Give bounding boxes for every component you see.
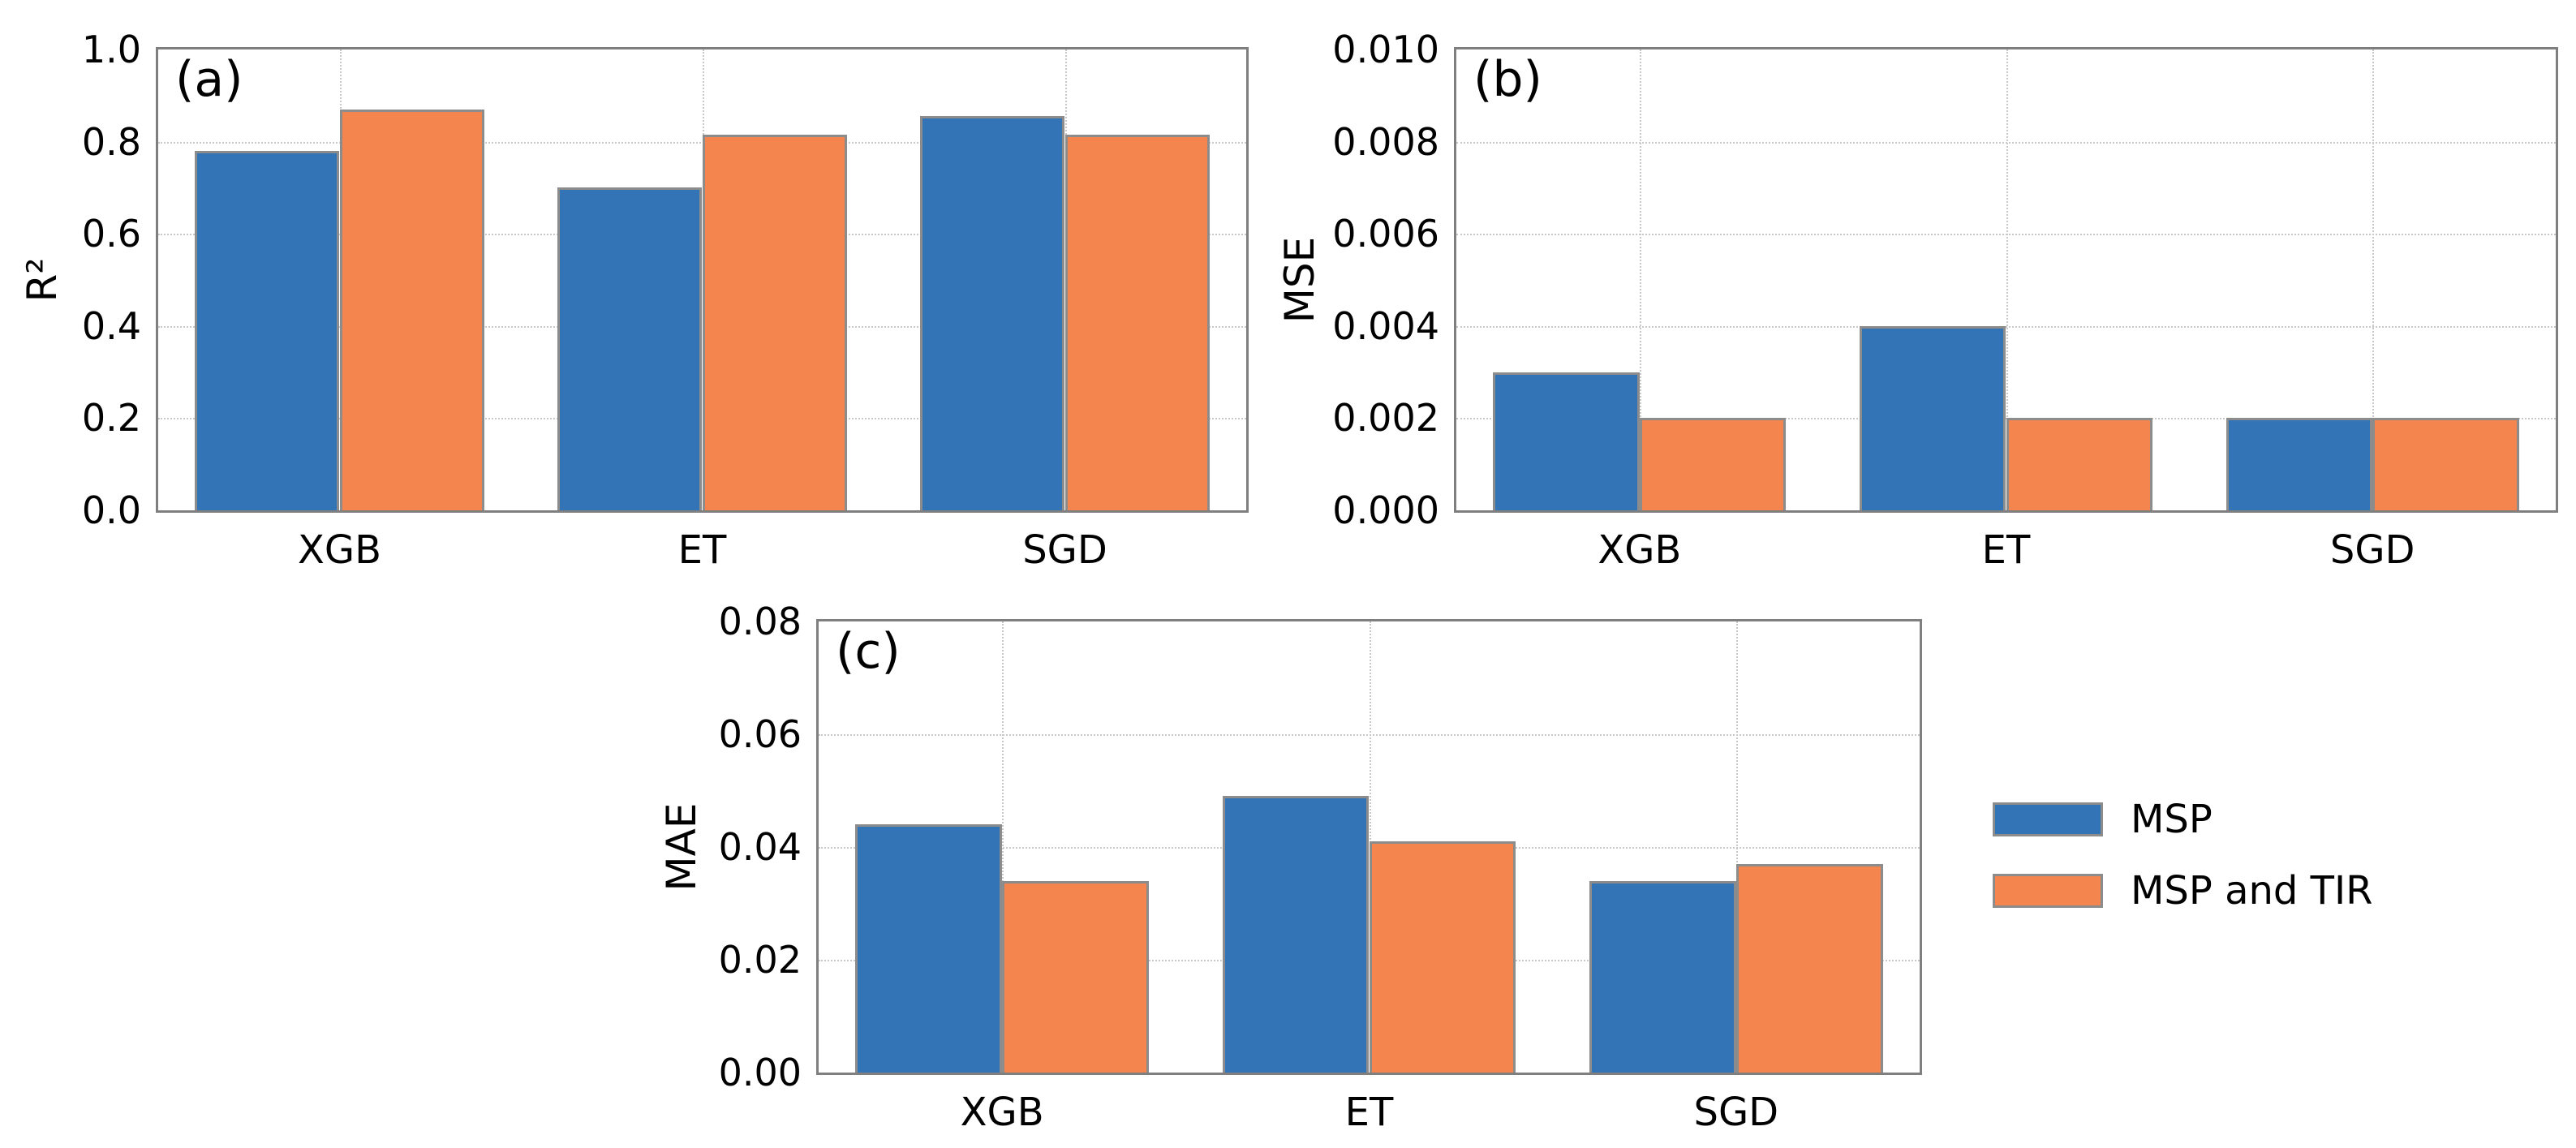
axes-area: [1454, 47, 2558, 513]
y-tick-label: 0.08: [718, 600, 802, 643]
x-tick-label: SGD: [1693, 1090, 1779, 1135]
bar-msp-and-tir-sgd: [1735, 863, 1883, 1073]
y-tick-label: 0.4: [81, 303, 141, 348]
panel-b: MSE (b) 0.000 0.002 0.004 0.006 0.008 0.010 XG…: [1276, 31, 2558, 570]
bar-msp-and-tir-xgb: [1639, 418, 1787, 510]
bar-msp-xgb: [194, 150, 340, 510]
x-tick-label: XGB: [1598, 527, 1682, 573]
y-tick-label: 0.0: [81, 488, 141, 532]
y-tick-label: 0.06: [718, 712, 802, 756]
y-axis-label: MAE: [658, 802, 705, 892]
gridline-vertical: [1002, 621, 1004, 1073]
bar-msp-and-tir-et: [1369, 841, 1516, 1073]
y-tick-label: 0.010: [1332, 28, 1439, 71]
y-tick-label: 1.0: [81, 28, 141, 71]
panel-c: MAE (c) 0.00 0.02 0.04 0.06 0.08 XGB ET SGD: [658, 603, 1922, 1132]
y-tick-label: 0.00: [718, 1051, 802, 1094]
y-axis-label: R²: [19, 257, 66, 303]
bar-msp-and-tir-xgb: [1002, 880, 1150, 1073]
panel-letter: (c): [836, 623, 901, 680]
x-tick-label: XGB: [297, 527, 382, 573]
panel-a: R² (a) 0.0 0.2 0.4 0.6 0.8 1.0 XGB ET SGD: [19, 31, 1249, 570]
legend-item-msp: MSP: [1993, 797, 2372, 842]
bar-msp-et: [1859, 325, 2006, 510]
bar-msp-and-tir-et: [702, 135, 848, 510]
y-tick-label: 0.8: [81, 119, 141, 164]
y-tick-label: 0.004: [1332, 303, 1439, 348]
bar-msp-sgd: [1589, 880, 1736, 1073]
x-tick-label: XGB: [960, 1090, 1044, 1135]
panel-letter: (b): [1473, 51, 1542, 108]
axes-area: [156, 47, 1249, 513]
y-tick-label: 0.002: [1332, 396, 1439, 441]
legend-swatch-msp: [1993, 802, 2103, 836]
x-tick-label: ET: [1981, 527, 2031, 573]
plot-area: [819, 621, 1920, 1073]
gridline-vertical: [1639, 49, 1641, 510]
bar-msp-et: [1222, 796, 1370, 1073]
x-tick-label: SGD: [1022, 527, 1107, 573]
legend-label-msp-and-tir: MSP and TIR: [2131, 868, 2373, 914]
x-tick-label: SGD: [2329, 527, 2415, 573]
bar-msp-and-tir-sgd: [1064, 135, 1211, 510]
gridline-vertical: [1735, 621, 1738, 1073]
x-tick-label: ET: [677, 527, 727, 573]
panel-letter: (a): [175, 51, 243, 108]
legend-label-msp: MSP: [2131, 797, 2213, 842]
y-tick-label: 0.6: [81, 212, 141, 256]
y-axis-label: MSE: [1276, 236, 1323, 324]
x-tick-label: ET: [1344, 1090, 1394, 1135]
bar-msp-sgd: [2226, 418, 2373, 510]
y-tick-label: 0.2: [81, 396, 141, 441]
bar-msp-et: [557, 187, 703, 510]
bar-msp-and-tir-sgd: [2372, 418, 2519, 510]
y-tick-label: 0.008: [1332, 119, 1439, 164]
plot-area: [158, 49, 1246, 510]
y-tick-label: 0.04: [718, 825, 802, 869]
bar-msp-and-tir-xgb: [339, 109, 485, 510]
legend: MSP MSP and TIR: [1993, 797, 2372, 939]
bar-msp-and-tir-et: [2006, 418, 2153, 510]
bar-msp-xgb: [1493, 372, 1640, 510]
y-tick-label: 0.02: [718, 938, 802, 982]
bar-msp-sgd: [919, 116, 1065, 510]
axes-area: [816, 619, 1922, 1075]
legend-item-msp-and-tir: MSP and TIR: [1993, 868, 2372, 914]
legend-swatch-msp-and-tir: [1993, 874, 2103, 908]
gridline-vertical: [2006, 49, 2008, 510]
y-tick-label: 0.006: [1332, 212, 1439, 256]
bar-msp-xgb: [855, 824, 1003, 1073]
plot-area: [1456, 49, 2556, 510]
gridline-vertical: [2372, 49, 2375, 510]
y-tick-label: 0.000: [1332, 488, 1439, 532]
